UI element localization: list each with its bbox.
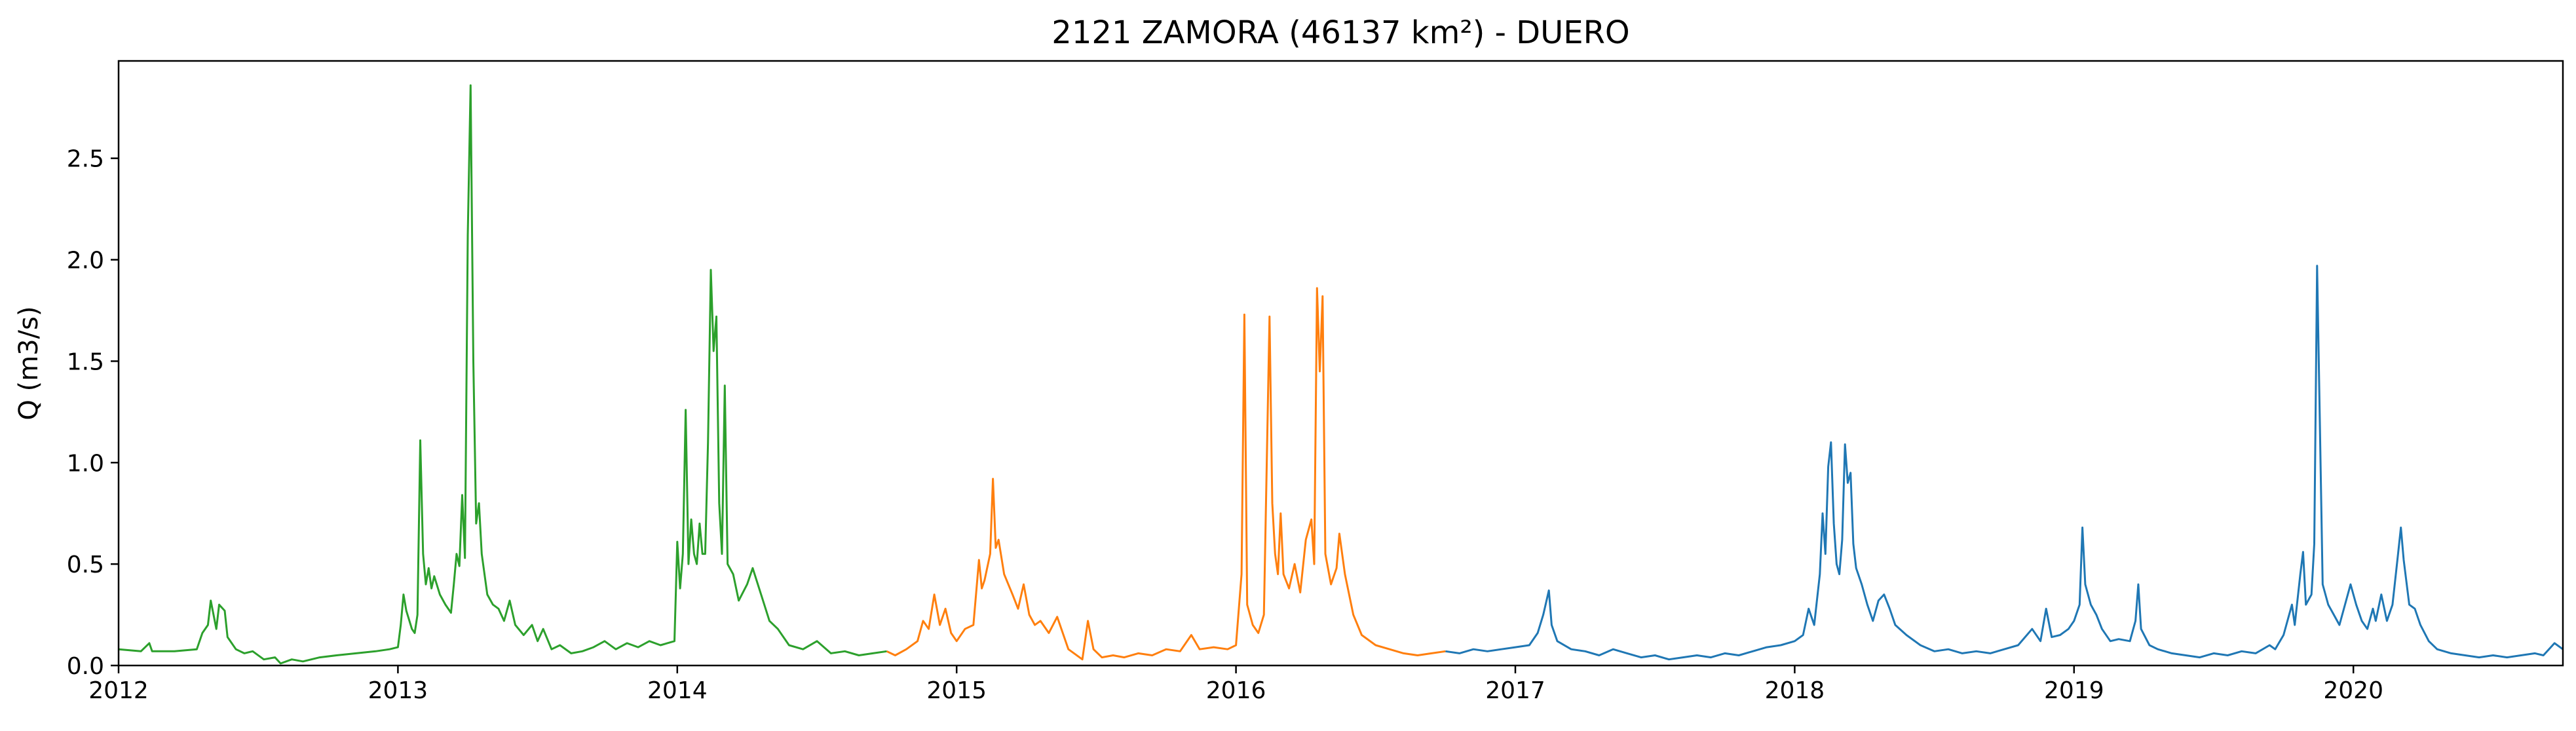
- y-tick-label: 2.0: [67, 248, 104, 274]
- x-tick-label: 2014: [647, 677, 708, 704]
- y-axis-title: Q (m3/s): [14, 306, 44, 420]
- plot-area-frame: [117, 60, 2564, 667]
- series-line-2: [886, 287, 1446, 661]
- y-tick-label: 1.0: [67, 450, 104, 477]
- chart-title: 2121 ZAMORA (46137 km²) - DUERO: [1051, 14, 1629, 51]
- x-tick-label: 2019: [2044, 677, 2104, 704]
- y-tick-label: 0.5: [67, 552, 104, 578]
- series-layer: [118, 84, 2564, 665]
- series-line-3: [1445, 265, 2564, 661]
- x-tick-label: 2020: [2323, 677, 2383, 704]
- x-tick-label: 2013: [368, 677, 428, 704]
- x-tick-label: 2012: [88, 677, 149, 704]
- x-tick-label: 2018: [1765, 677, 1825, 704]
- y-tick-label: 0.0: [67, 653, 104, 680]
- y-axis: 0.0 0.5 1.0 1.5 2.0 2.5: [67, 146, 119, 680]
- x-axis: 2012 2013 2014 2015 2016 2017 2018 2019 2020: [88, 665, 2383, 704]
- x-tick-label: 2016: [1206, 677, 1266, 704]
- x-tick-label: 2015: [926, 677, 987, 704]
- series-line-1: [118, 84, 887, 665]
- x-tick-label: 2017: [1485, 677, 1545, 704]
- y-tick-label: 1.5: [67, 348, 104, 375]
- y-tick-label: 2.5: [67, 146, 104, 173]
